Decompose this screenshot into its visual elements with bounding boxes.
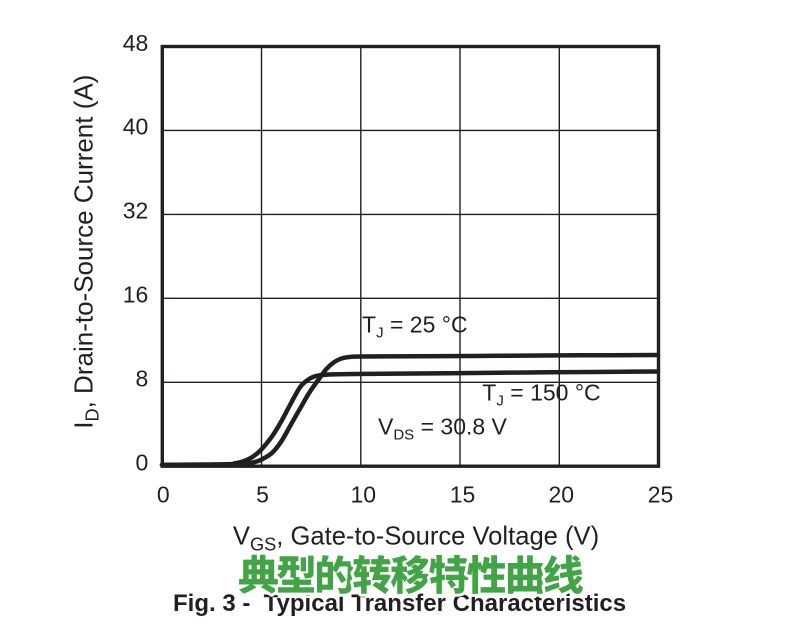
svg-text:8: 8 — [136, 366, 149, 392]
svg-text:TJ = 150 °C: TJ = 150 °C — [482, 380, 600, 410]
svg-text:48: 48 — [123, 30, 149, 56]
svg-text:0: 0 — [157, 481, 170, 507]
svg-text:10: 10 — [350, 481, 376, 507]
svg-text:0: 0 — [136, 450, 149, 476]
svg-text:ID, Drain-to-Source Current (A: ID, Drain-to-Source Current (A) — [69, 75, 103, 429]
svg-text:TJ = 25 °C: TJ = 25 °C — [362, 312, 468, 342]
svg-text:VDS = 30.8 V: VDS = 30.8 V — [378, 414, 508, 444]
svg-text:VGS, Gate-to-Source Voltage (V: VGS, Gate-to-Source Voltage (V) — [233, 522, 599, 554]
svg-text:20: 20 — [548, 481, 574, 507]
svg-text:5: 5 — [256, 481, 269, 507]
svg-text:32: 32 — [123, 198, 149, 224]
svg-text:25: 25 — [648, 481, 674, 507]
svg-text:15: 15 — [450, 481, 476, 507]
svg-text:16: 16 — [123, 281, 149, 307]
svg-text:40: 40 — [123, 114, 149, 140]
